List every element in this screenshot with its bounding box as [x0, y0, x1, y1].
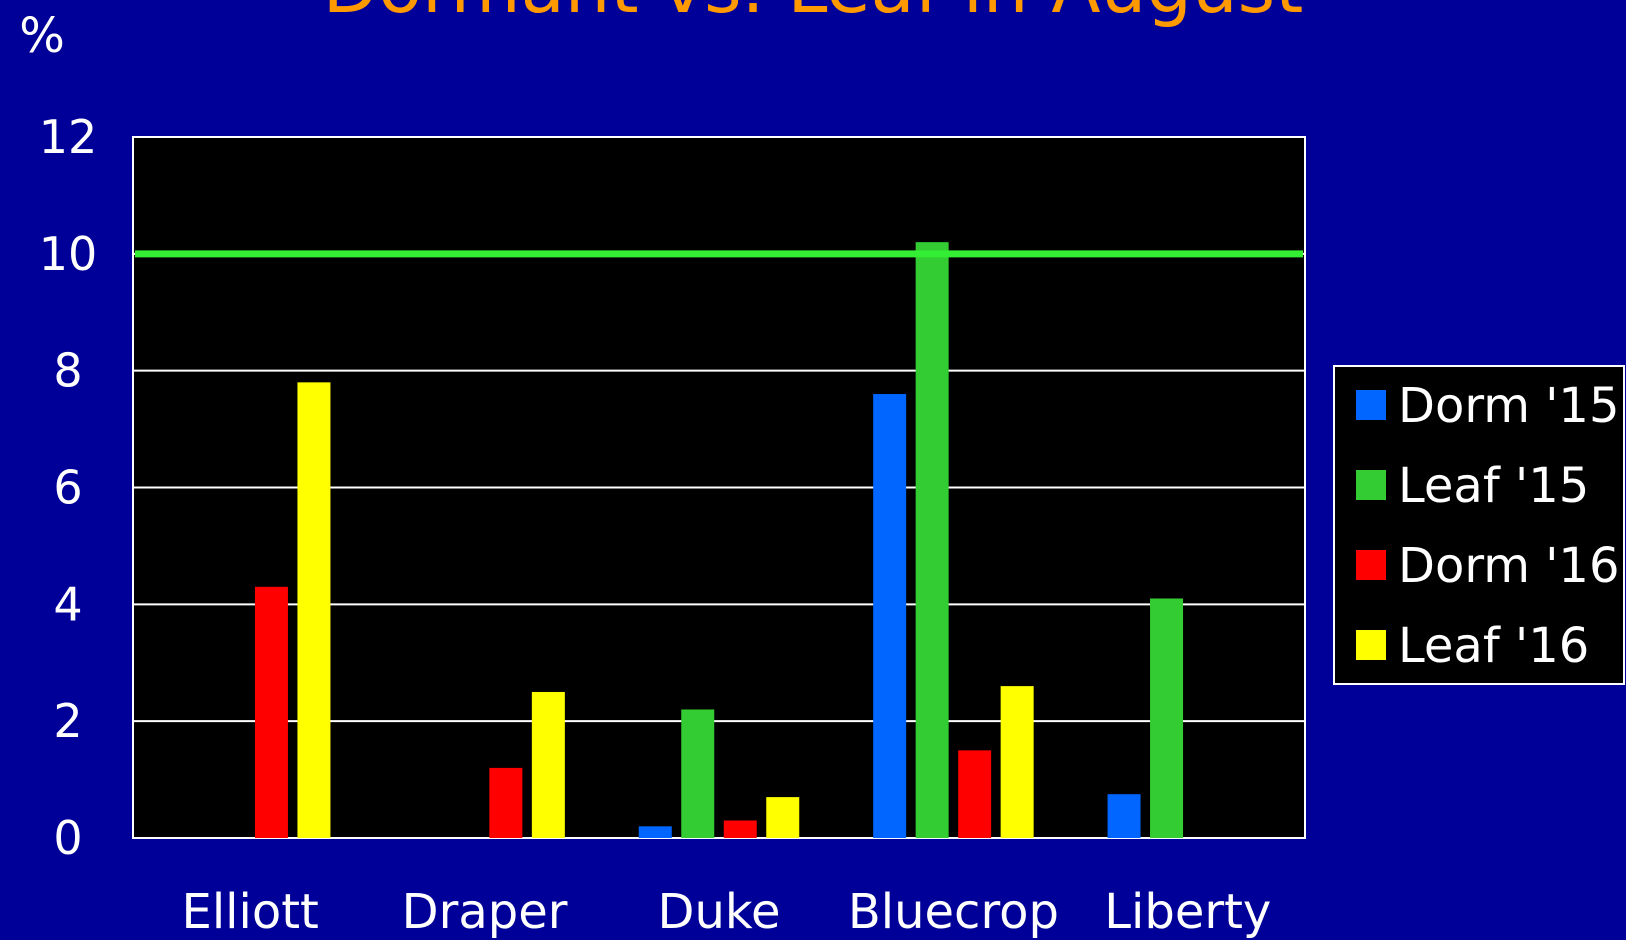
- bar: [638, 826, 672, 838]
- legend-label: Dorm '15: [1398, 378, 1620, 434]
- y-axis-label: %: [19, 8, 65, 64]
- y-tick-label: 6: [53, 461, 82, 515]
- bar: [1000, 686, 1034, 838]
- x-tick-label: Draper: [402, 884, 568, 940]
- legend-swatch: [1356, 550, 1386, 580]
- legend-swatch: [1356, 630, 1386, 660]
- y-tick-label: 0: [53, 811, 82, 865]
- x-tick-label: Liberty: [1104, 884, 1271, 940]
- x-tick-label: Bluecrop: [848, 884, 1059, 940]
- y-tick-label: 10: [39, 227, 98, 281]
- legend-label: Leaf '15: [1398, 458, 1589, 514]
- chart-title: Dormant vs. Leaf in August: [323, 0, 1304, 29]
- bar: [681, 709, 715, 838]
- legend-label: Leaf '16: [1398, 618, 1589, 674]
- legend-swatch: [1356, 470, 1386, 500]
- y-tick-label: 4: [53, 577, 82, 631]
- y-tick-label: 8: [53, 344, 82, 398]
- x-tick-label: Elliott: [182, 884, 319, 940]
- bar: [915, 242, 949, 838]
- bar: [1150, 598, 1184, 838]
- bar: [531, 691, 565, 838]
- y-tick-label: 2: [53, 694, 82, 748]
- bar: [958, 750, 992, 838]
- y-tick-label: 12: [39, 110, 98, 164]
- bar: [873, 394, 907, 838]
- x-tick-labels: Elliott Draper Duke Bluecrop Liberty: [182, 884, 1272, 940]
- legend-label: Dorm '16: [1398, 538, 1620, 594]
- x-tick-label: Duke: [658, 884, 781, 940]
- bar: [766, 797, 800, 838]
- y-tick-labels: 0 2 4 6 8 10 12: [39, 110, 98, 865]
- bar: [489, 767, 523, 838]
- bar: [1107, 794, 1141, 838]
- legend-swatch: [1356, 390, 1386, 420]
- bar: [723, 820, 757, 838]
- bars: [254, 242, 1184, 838]
- legend: Dorm '15 Leaf '15 Dorm '16 Leaf '16: [1333, 365, 1625, 685]
- bar: [254, 586, 288, 838]
- bar: [297, 382, 331, 838]
